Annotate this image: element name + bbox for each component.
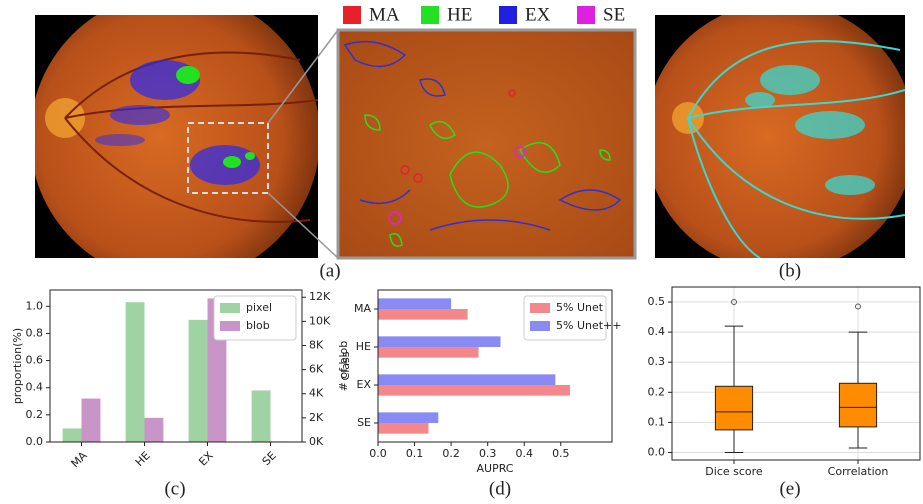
x-tick-label: HE bbox=[133, 449, 153, 469]
legend-label: EX bbox=[525, 4, 551, 25]
y2-tick-label: 10K bbox=[309, 314, 331, 327]
caption: (c) bbox=[164, 478, 185, 499]
legend-swatch bbox=[220, 303, 240, 313]
x-axis-label: AUPRC bbox=[477, 462, 514, 475]
y-axis-label: proportion(%) bbox=[11, 328, 24, 404]
bar bbox=[378, 412, 438, 423]
x-tick-label: Dice score bbox=[705, 465, 763, 478]
y-tick-label: 0.0 bbox=[648, 445, 666, 458]
x-tick-label: 0.4 bbox=[516, 447, 534, 460]
x-tick-label: MA bbox=[69, 449, 91, 471]
box bbox=[839, 383, 876, 427]
bar bbox=[378, 423, 428, 434]
y-tick-label: 0.2 bbox=[26, 408, 44, 421]
y-tick-label: 0.0 bbox=[26, 435, 44, 448]
legend-label: HE bbox=[447, 4, 472, 25]
x-tick-label: 0.5 bbox=[552, 447, 570, 460]
legend-swatch bbox=[220, 321, 240, 331]
plot-frame bbox=[672, 287, 920, 460]
legend-label: 5% Unet bbox=[556, 301, 604, 314]
legend-swatch bbox=[421, 6, 439, 24]
legend-label: pixel bbox=[246, 301, 272, 314]
bar bbox=[378, 309, 468, 320]
y2-tick-label: 6K bbox=[309, 363, 324, 376]
legend-swatch bbox=[530, 321, 550, 331]
y-tick-label: SE bbox=[357, 416, 371, 429]
zoom-image bbox=[338, 30, 635, 258]
y-axis-label: Class bbox=[339, 351, 352, 380]
y-tick-label: EX bbox=[357, 378, 372, 391]
x-tick-label: 0.2 bbox=[442, 447, 460, 460]
bar bbox=[252, 390, 271, 442]
y2-tick-label: 2K bbox=[309, 411, 324, 424]
y2-tick-label: 12K bbox=[309, 290, 331, 303]
bar bbox=[378, 347, 479, 358]
fundus-image bbox=[645, 2, 915, 272]
bar bbox=[82, 399, 101, 442]
x-tick-label: 0.3 bbox=[479, 447, 497, 460]
bar bbox=[145, 418, 164, 442]
y-tick-label: 0.4 bbox=[648, 325, 666, 338]
box bbox=[715, 386, 752, 430]
bar bbox=[378, 298, 451, 309]
y-tick-label: 0.4 bbox=[26, 381, 44, 394]
y2-tick-label: 0K bbox=[309, 435, 324, 448]
y-tick-label: 0.3 bbox=[648, 355, 666, 368]
fundus-image bbox=[30, 0, 320, 282]
caption: (b) bbox=[779, 260, 801, 281]
y-tick-label: 0.8 bbox=[26, 326, 44, 339]
caption: (d) bbox=[489, 478, 511, 499]
x-tick-label: Correlation bbox=[828, 465, 889, 478]
legend-label: SE bbox=[603, 4, 625, 25]
bar bbox=[378, 374, 555, 385]
y2-tick-label: 4K bbox=[309, 387, 324, 400]
caption: (e) bbox=[779, 478, 800, 499]
bar bbox=[189, 320, 208, 442]
bar bbox=[378, 385, 570, 396]
bar bbox=[63, 428, 82, 442]
y-tick-label: HE bbox=[356, 340, 371, 353]
y-tick-label: 1.0 bbox=[26, 299, 44, 312]
y-tick-label: 0.1 bbox=[648, 415, 666, 428]
x-tick-label: SE bbox=[260, 449, 279, 468]
bar bbox=[126, 302, 145, 442]
y-tick-label: 0.5 bbox=[648, 295, 666, 308]
legend-swatch bbox=[343, 6, 361, 24]
y-tick-label: 0.6 bbox=[26, 354, 44, 367]
bar bbox=[378, 336, 500, 347]
y2-tick-label: 8K bbox=[309, 338, 324, 351]
caption: (a) bbox=[319, 260, 340, 281]
lesion-legend: MA HE EX SE bbox=[343, 4, 625, 25]
legend-label: MA bbox=[369, 4, 400, 25]
legend-swatch bbox=[499, 6, 517, 24]
y-tick-label: MA bbox=[354, 302, 371, 315]
legend-label: 5% Unet++ bbox=[556, 319, 621, 332]
y-tick-label: 0.2 bbox=[648, 385, 666, 398]
figure: MA HE EX SE (a) (b) (c) (d) (e) 0.0 0.2 0.4 0.6 0.8 1… bbox=[0, 0, 923, 504]
legend-swatch bbox=[577, 6, 595, 24]
x-tick-label: 0.0 bbox=[369, 447, 387, 460]
x-tick-label: EX bbox=[196, 449, 216, 469]
x-tick-label: 0.1 bbox=[406, 447, 424, 460]
legend-swatch bbox=[530, 303, 550, 313]
legend-label: blob bbox=[246, 319, 270, 332]
